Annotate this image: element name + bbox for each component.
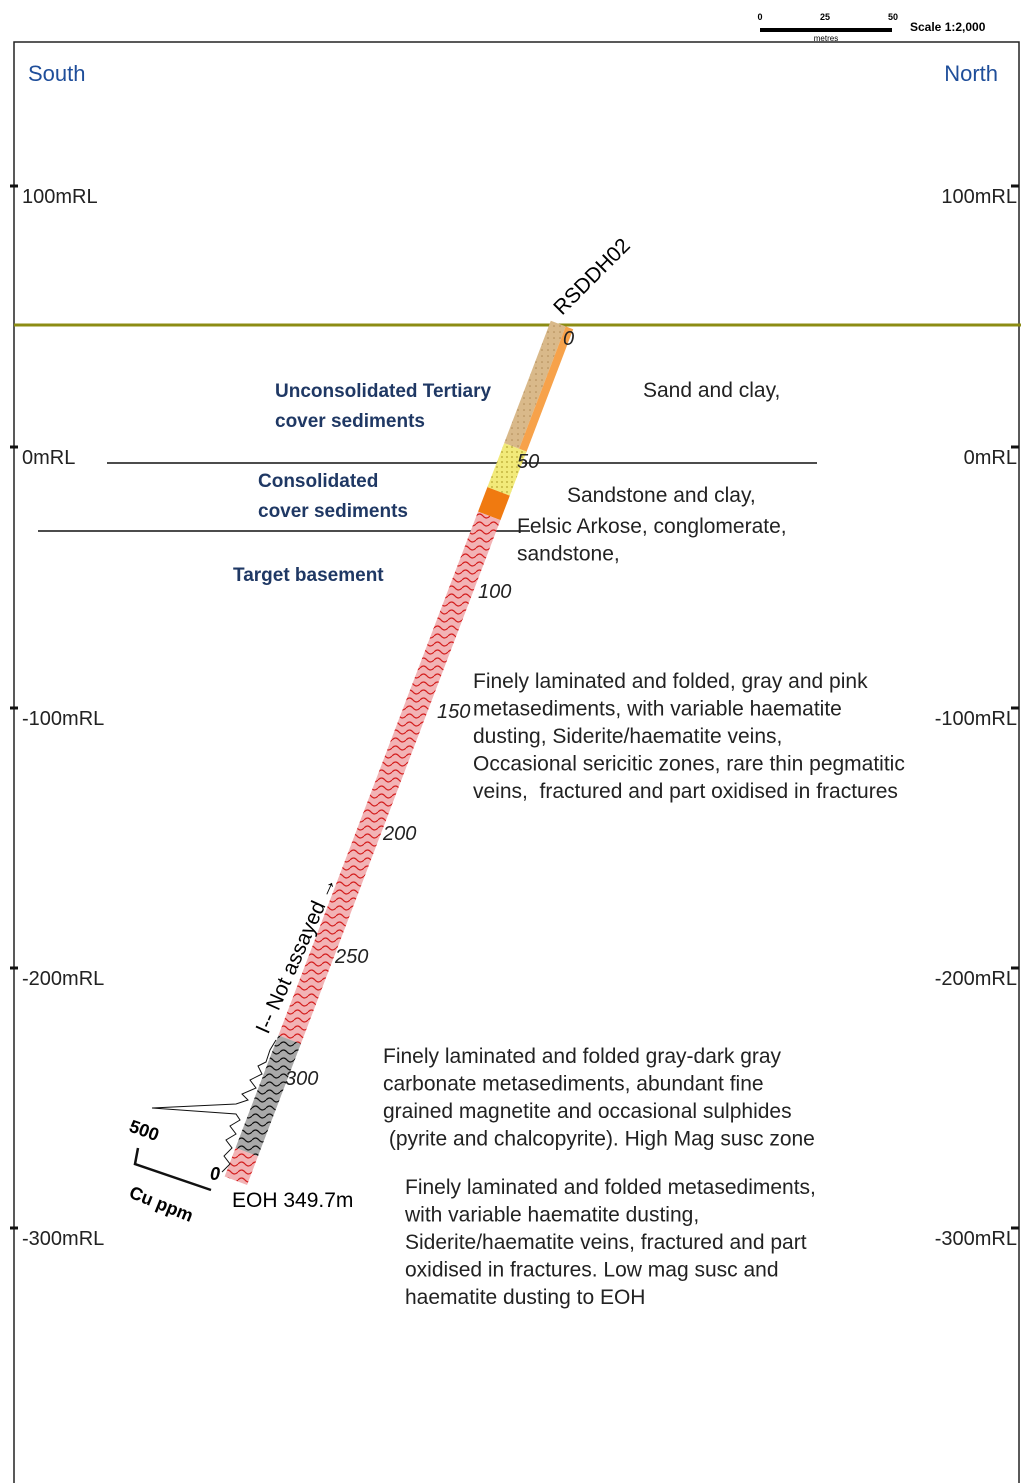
depth-label: 200 bbox=[382, 823, 416, 845]
lithology-description: carbonate metasediments, abundant fine bbox=[383, 1073, 764, 1096]
zone-label: Target basement bbox=[233, 565, 384, 586]
end-of-hole: EOH 349.7m bbox=[232, 1189, 353, 1212]
lithology-description: Sandstone and clay, bbox=[567, 484, 756, 507]
lithology-description: Finely laminated and folded, gray and pi… bbox=[473, 670, 868, 693]
scale-tick-label: 0 bbox=[757, 12, 762, 22]
cu-scale: 500 bbox=[127, 1116, 162, 1145]
depth-label: 300 bbox=[285, 1068, 318, 1090]
rl-label: -100mRL bbox=[935, 708, 1017, 730]
depth-label: 250 bbox=[334, 946, 368, 968]
rl-label: -200mRL bbox=[22, 968, 104, 990]
lithology-description: haematite dusting to EOH bbox=[405, 1286, 645, 1309]
lithology-description: Siderite/haematite veins, fractured and … bbox=[405, 1231, 807, 1254]
depth-label: 0 bbox=[563, 328, 574, 350]
rl-label: 0mRL bbox=[22, 447, 75, 469]
zone-label: Consolidated bbox=[258, 471, 378, 492]
lithology-description: oxidised in fractures. Low mag susc and bbox=[405, 1259, 779, 1282]
depth-label: 150 bbox=[437, 701, 470, 723]
lithology-description: Sand and clay, bbox=[643, 379, 780, 402]
lithology-description: Finely laminated and folded gray-dark gr… bbox=[383, 1045, 782, 1068]
rl-label: -200mRL bbox=[935, 968, 1017, 990]
lithology-description: grained magnetite and occasional sulphid… bbox=[383, 1100, 792, 1123]
rl-label: 100mRL bbox=[941, 186, 1017, 208]
lithology-description: Finely laminated and folded metasediment… bbox=[405, 1176, 816, 1199]
lithology-description: (pyrite and chalcopyrite). High Mag susc… bbox=[383, 1128, 815, 1151]
scale-tick-label: 50 bbox=[888, 12, 898, 22]
lithology-description: metasediments, with variable haematite bbox=[473, 698, 842, 721]
depth-label: 50 bbox=[517, 451, 539, 473]
direction-label: South bbox=[28, 61, 86, 86]
rl-label: 100mRL bbox=[22, 186, 98, 208]
lithology-description: dusting, Siderite/haematite veins, bbox=[473, 725, 782, 748]
cu-axis bbox=[135, 1148, 211, 1190]
cu-axis-label: Cu ppm bbox=[127, 1182, 197, 1226]
lithology-description: Felsic Arkose, conglomerate, bbox=[517, 515, 787, 538]
scale-tick-label: 25 bbox=[820, 12, 830, 22]
content: 0 25 50 metres Scale 1:2,000 South North 100mRL… bbox=[10, 12, 1019, 1309]
zone-label: cover sediments bbox=[258, 501, 408, 522]
lithology-description: Occasional sericitic zones, rare thin pe… bbox=[473, 753, 905, 776]
hole-name: RSDDH02 bbox=[549, 234, 635, 320]
zone-label: cover sediments bbox=[275, 411, 425, 432]
lithology-description: veins, fractured and part oxidised in fr… bbox=[473, 780, 898, 803]
direction-label: North bbox=[944, 61, 998, 86]
rl-label: 0mRL bbox=[964, 447, 1017, 469]
hole-segment bbox=[236, 1035, 301, 1156]
lithology-description: with variable haematite dusting, bbox=[404, 1204, 699, 1227]
hole-segment bbox=[278, 512, 500, 1044]
cross-section: 0 25 50 metres Scale 1:2,000 South North 100mRL… bbox=[0, 0, 1021, 1483]
rl-label: -300mRL bbox=[22, 1228, 104, 1250]
rl-label: -300mRL bbox=[935, 1228, 1017, 1250]
depth-label: 100 bbox=[478, 581, 511, 603]
scale-label: Scale 1:2,000 bbox=[910, 20, 986, 34]
zone-label: Unconsolidated Tertiary bbox=[275, 381, 492, 402]
lithology-description: sandstone, bbox=[517, 543, 620, 566]
cu-zero: 0 bbox=[210, 1164, 220, 1184]
rl-label: -100mRL bbox=[22, 708, 104, 730]
scale-unit: metres bbox=[814, 34, 838, 43]
